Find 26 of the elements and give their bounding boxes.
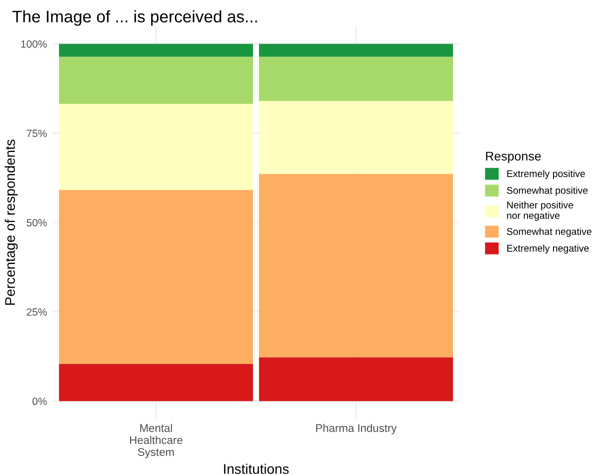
bar xyxy=(59,44,253,57)
bar xyxy=(59,364,253,402)
x-axis-title: Institutions xyxy=(224,464,289,474)
y-tick-label: 50% xyxy=(26,219,47,226)
y-axis-title: Percentage of respondents xyxy=(4,140,18,305)
bar xyxy=(59,104,253,190)
bar xyxy=(259,357,453,402)
y-tick-label: 25% xyxy=(26,308,47,316)
legend-label: Somewhat negative xyxy=(506,228,592,237)
bar xyxy=(259,44,453,57)
legend-label: Extremely positive xyxy=(507,170,585,180)
bar xyxy=(259,174,453,358)
bar xyxy=(59,190,253,364)
chart-title: The Image of ... is perceived as... xyxy=(12,10,257,26)
bar xyxy=(259,101,453,174)
bar xyxy=(259,56,453,102)
x-tick-label: Pharma Industry xyxy=(316,424,397,434)
legend-label: Somewhat positive xyxy=(506,186,588,196)
legend-title: Response xyxy=(486,152,541,164)
bar xyxy=(59,56,253,104)
y-tick-label: 75% xyxy=(26,130,47,138)
y-tick-label: 100% xyxy=(21,40,47,48)
legend-label: Neither positive nor negative xyxy=(507,201,574,221)
x-tick-label: Mental Healthcare System xyxy=(130,424,182,458)
y-tick-label: 0% xyxy=(32,398,47,406)
legend-label: Extremely negative xyxy=(507,244,589,254)
